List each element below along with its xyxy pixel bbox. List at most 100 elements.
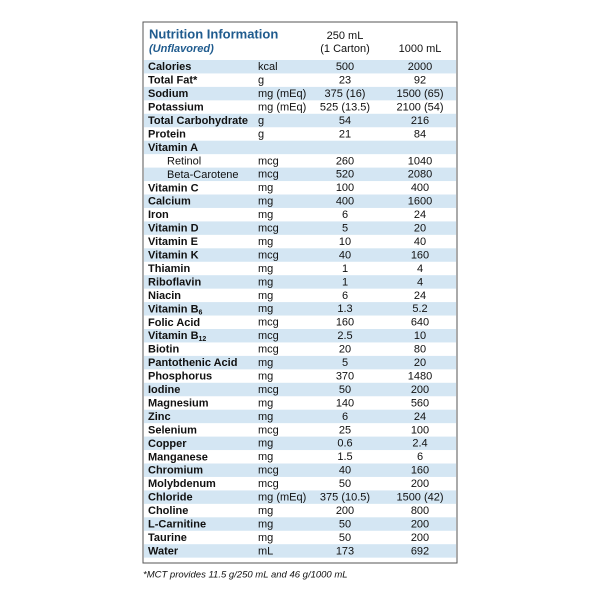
row-value: 200 — [411, 518, 429, 530]
name-text: Beta-Carotene — [167, 169, 239, 181]
row-unit: mg (mEq) — [258, 101, 306, 113]
row-value: 200 — [411, 532, 429, 544]
name-text: Vitamin A — [148, 142, 198, 154]
row-value: 50 — [339, 532, 351, 544]
name-text: Molybdenum — [148, 478, 216, 490]
row-name: Taurine — [148, 532, 187, 544]
row-unit: mg — [258, 276, 273, 288]
row-value: 0.6 — [337, 438, 352, 450]
row-unit: mcg — [258, 344, 279, 356]
name-text: Vitamin K — [148, 249, 199, 261]
row-value: 160 — [336, 317, 354, 329]
col-header: (1 Carton) — [320, 43, 370, 55]
row-unit: mg — [258, 411, 273, 423]
row-value: 692 — [411, 545, 429, 557]
row-unit: mg — [258, 532, 273, 544]
row-shade — [144, 517, 456, 531]
row-value: 50 — [339, 384, 351, 396]
row-value: 560 — [411, 397, 429, 409]
row-unit: mcg — [258, 330, 279, 342]
row-value: 6 — [342, 209, 348, 221]
row-unit: kcal — [258, 61, 278, 73]
row-name: Biotin — [148, 344, 179, 356]
row-value: 24 — [414, 209, 426, 221]
row-value: 4 — [417, 276, 423, 288]
name-text: Total Fat* — [148, 75, 198, 87]
row-value: 20 — [414, 223, 426, 235]
row-value: 640 — [411, 317, 429, 329]
row-name: Niacin — [148, 290, 181, 302]
row-value: 23 — [339, 75, 351, 87]
row-unit: mcg — [258, 169, 279, 181]
row-value: 84 — [414, 128, 426, 140]
row-name: Vitamin D — [148, 223, 199, 235]
row-name: Retinol — [167, 155, 201, 167]
name-text: Thiamin — [148, 263, 190, 275]
row-unit: mg (mEq) — [258, 88, 306, 100]
row-name: Molybdenum — [148, 478, 216, 490]
row-value: 520 — [336, 169, 354, 181]
name-text: Biotin — [148, 344, 179, 356]
row-value: 21 — [339, 128, 351, 140]
row-name: Potassium — [148, 101, 204, 113]
row-shade — [144, 86, 456, 101]
row-name: Calories — [148, 61, 191, 73]
row-value: 4 — [417, 263, 423, 275]
row-value: 400 — [336, 196, 354, 208]
name-text: Vitamin C — [148, 182, 199, 194]
row-value: 1040 — [408, 155, 432, 167]
row-unit: mcg — [258, 465, 279, 477]
name-text: Potassium — [148, 101, 204, 113]
row-value: 6 — [342, 411, 348, 423]
name-text: Iodine — [148, 384, 180, 396]
row-name: Magnesium — [148, 397, 209, 409]
name-text: Chromium — [148, 465, 203, 477]
row-value: 1.3 — [337, 303, 352, 315]
row-unit: g — [258, 75, 264, 87]
row-shade — [144, 409, 456, 424]
subtitle: (Unflavored) — [149, 43, 214, 55]
row-value: 100 — [336, 182, 354, 194]
name-text: Taurine — [148, 532, 187, 544]
row-name: Selenium — [148, 424, 197, 436]
row-name: Iron — [148, 209, 169, 221]
row-shade — [144, 221, 456, 235]
row-unit: g — [258, 115, 264, 127]
name-text: L-Carnitine — [148, 518, 206, 530]
row-name: Zinc — [148, 411, 171, 423]
name-text: Retinol — [167, 155, 201, 167]
row-value: 6 — [342, 290, 348, 302]
row-shade — [144, 463, 456, 477]
row-unit: g — [258, 128, 264, 140]
row-shade — [144, 490, 456, 504]
row-value: 2.4 — [412, 438, 427, 450]
row-value: 40 — [339, 465, 351, 477]
row-unit: mcg — [258, 384, 279, 396]
row-value: 1600 — [408, 196, 432, 208]
row-unit: mcg — [258, 155, 279, 167]
row-shade — [144, 436, 456, 451]
row-value: 10 — [414, 330, 426, 342]
row-value: 10 — [339, 236, 351, 248]
name-text: Phosphorus — [148, 370, 212, 382]
row-value: 1500 (42) — [396, 492, 443, 504]
row-value: 2080 — [408, 169, 432, 181]
row-unit: mg — [258, 209, 273, 221]
subscript: 12 — [199, 336, 207, 343]
row-shade — [144, 167, 456, 182]
row-name: Total Carbohydrate — [148, 115, 248, 127]
subscript: 6 — [199, 309, 203, 316]
row-unit: mg — [258, 290, 273, 302]
row-shade — [144, 248, 456, 262]
row-shade — [144, 355, 456, 370]
row-shade — [144, 382, 456, 397]
name-text: Vitamin B — [148, 330, 199, 342]
row-value: 173 — [336, 545, 354, 557]
row-value: 260 — [336, 155, 354, 167]
row-name: Vitamin K — [148, 249, 199, 261]
name-text: Niacin — [148, 290, 181, 302]
row-value: 5 — [342, 357, 348, 369]
row-value: 1 — [342, 263, 348, 275]
row-unit: mg — [258, 357, 273, 369]
row-value: 20 — [414, 357, 426, 369]
